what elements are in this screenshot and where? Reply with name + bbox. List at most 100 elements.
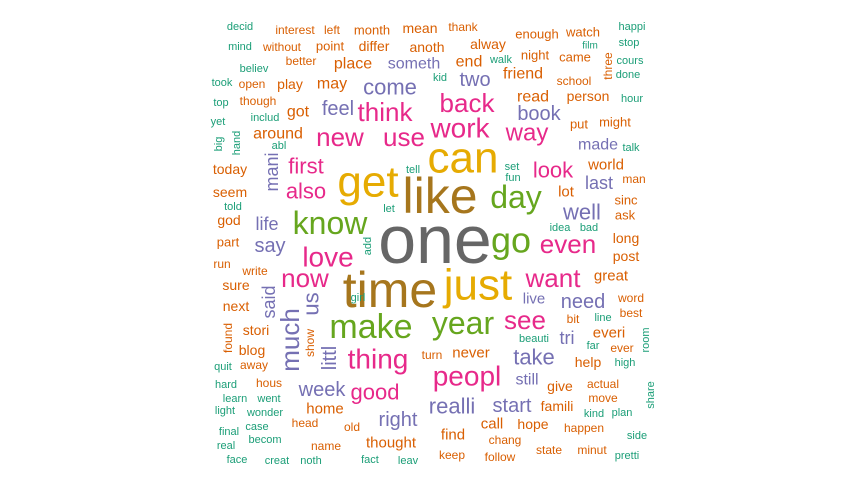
- word-keep: keep: [439, 448, 465, 462]
- word-away: away: [240, 358, 268, 372]
- word-friend: friend: [503, 66, 543, 83]
- word-found: found: [221, 323, 235, 353]
- word-realli: realli: [429, 394, 475, 419]
- word-feel: feel: [322, 98, 354, 120]
- word-put: put: [570, 117, 588, 132]
- word-see: see: [504, 305, 546, 335]
- word-give: give: [547, 378, 573, 394]
- word-minut: minut: [577, 443, 607, 457]
- word-light: light: [215, 405, 235, 417]
- word-play: play: [277, 76, 303, 92]
- word-kid: kid: [433, 72, 447, 84]
- word-mani: mani: [262, 152, 282, 191]
- word-start: start: [493, 395, 532, 417]
- word-way: way: [505, 120, 549, 147]
- word-girl: girl: [351, 292, 366, 304]
- word-peopl: peopl: [433, 361, 502, 392]
- word-need: need: [561, 291, 606, 313]
- word-can: can: [428, 134, 499, 183]
- word-world: world: [587, 157, 624, 174]
- word-three: three: [601, 52, 615, 80]
- word-fun: fun: [505, 172, 520, 184]
- word-also: also: [286, 179, 326, 204]
- word-like: like: [402, 168, 477, 224]
- word-god: god: [217, 212, 240, 228]
- word-pretti: pretti: [615, 450, 639, 462]
- word-place: place: [334, 56, 372, 73]
- word-hope: hope: [517, 416, 548, 432]
- word-even: even: [540, 229, 596, 259]
- word-come: come: [363, 75, 417, 100]
- word-film: film: [582, 41, 598, 52]
- word-thought: thought: [366, 435, 417, 452]
- word-chang: chang: [489, 433, 522, 447]
- word-believ: believ: [240, 63, 269, 75]
- word-thing: thing: [348, 344, 409, 375]
- word-took: took: [212, 77, 233, 89]
- word-year: year: [432, 305, 495, 341]
- word-big: big: [213, 137, 225, 152]
- word-stop: stop: [619, 37, 640, 49]
- word-now: now: [281, 263, 329, 293]
- word-noth: noth: [300, 455, 321, 467]
- word-call: call: [481, 416, 504, 433]
- word-beauti: beauti: [519, 333, 549, 345]
- word-point: point: [316, 39, 345, 54]
- word-someth: someth: [388, 56, 440, 73]
- word-without: without: [262, 40, 302, 54]
- word-live: live: [523, 291, 546, 308]
- word-happen: happen: [564, 421, 604, 435]
- word-day: day: [490, 179, 542, 215]
- word-state: state: [536, 443, 562, 457]
- word-bit: bit: [567, 312, 580, 326]
- word-show: show: [303, 329, 317, 357]
- word-move: move: [588, 391, 618, 405]
- word-sinc: sinc: [614, 193, 638, 208]
- word-room: room: [640, 327, 652, 352]
- word-next: next: [223, 298, 250, 314]
- word-lot: lot: [558, 184, 575, 201]
- word-enough: enough: [515, 27, 558, 42]
- word-home: home: [306, 401, 344, 418]
- word-blog: blog: [239, 342, 265, 358]
- word-make: make: [329, 308, 412, 346]
- word-school: school: [557, 74, 592, 88]
- word-top: top: [213, 97, 228, 109]
- word-quit: quit: [214, 361, 232, 373]
- word-face: face: [227, 454, 248, 466]
- word-book: book: [517, 103, 561, 125]
- word-might: might: [599, 115, 631, 130]
- word-interest: interest: [275, 23, 315, 37]
- word-best: best: [620, 306, 643, 320]
- word-just: just: [442, 261, 512, 310]
- word-wonder: wonder: [246, 407, 283, 419]
- word-write: write: [241, 264, 268, 278]
- word-yet: yet: [211, 116, 226, 128]
- word-much: much: [275, 308, 305, 372]
- word-kind: kind: [584, 408, 604, 420]
- word-real: real: [217, 440, 235, 452]
- word-done: done: [616, 69, 640, 81]
- word-idea: idea: [550, 222, 572, 234]
- word-includ: includ: [251, 112, 280, 124]
- word-fact: fact: [361, 454, 379, 466]
- word-share: share: [645, 381, 657, 409]
- word-life: life: [255, 214, 278, 234]
- word-say: say: [254, 235, 285, 257]
- word-set: set: [505, 161, 520, 173]
- word-head: head: [292, 416, 319, 430]
- word-know: know: [293, 205, 369, 241]
- word-us: us: [299, 292, 324, 315]
- word-two: two: [459, 69, 490, 91]
- word-hous: hous: [256, 376, 282, 390]
- word-high: high: [615, 357, 636, 369]
- word-run: run: [213, 257, 230, 271]
- word-walk: walk: [489, 54, 513, 66]
- word-everi: everi: [593, 325, 626, 342]
- word-let: let: [383, 203, 395, 215]
- word-get: get: [337, 158, 398, 207]
- word-made: made: [578, 137, 618, 154]
- word-add: add: [362, 237, 374, 255]
- word-old: old: [344, 420, 360, 434]
